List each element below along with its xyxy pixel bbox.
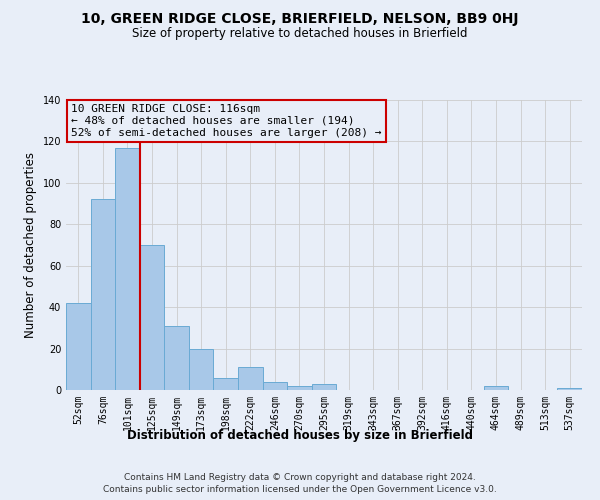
Bar: [164, 326, 189, 390]
Bar: [287, 386, 312, 390]
Y-axis label: Number of detached properties: Number of detached properties: [24, 152, 37, 338]
Text: Distribution of detached houses by size in Brierfield: Distribution of detached houses by size …: [127, 428, 473, 442]
Bar: [66, 303, 91, 390]
Bar: [238, 367, 263, 390]
Bar: [140, 245, 164, 390]
Bar: [214, 378, 238, 390]
Text: Contains public sector information licensed under the Open Government Licence v3: Contains public sector information licen…: [103, 484, 497, 494]
Text: Contains HM Land Registry data © Crown copyright and database right 2024.: Contains HM Land Registry data © Crown c…: [124, 473, 476, 482]
Bar: [115, 148, 140, 390]
Text: 10 GREEN RIDGE CLOSE: 116sqm
← 48% of detached houses are smaller (194)
52% of s: 10 GREEN RIDGE CLOSE: 116sqm ← 48% of de…: [71, 104, 382, 138]
Bar: [312, 384, 336, 390]
Bar: [189, 348, 214, 390]
Bar: [91, 200, 115, 390]
Bar: [263, 382, 287, 390]
Text: 10, GREEN RIDGE CLOSE, BRIERFIELD, NELSON, BB9 0HJ: 10, GREEN RIDGE CLOSE, BRIERFIELD, NELSO…: [81, 12, 519, 26]
Text: Size of property relative to detached houses in Brierfield: Size of property relative to detached ho…: [132, 28, 468, 40]
Bar: [484, 386, 508, 390]
Bar: [557, 388, 582, 390]
